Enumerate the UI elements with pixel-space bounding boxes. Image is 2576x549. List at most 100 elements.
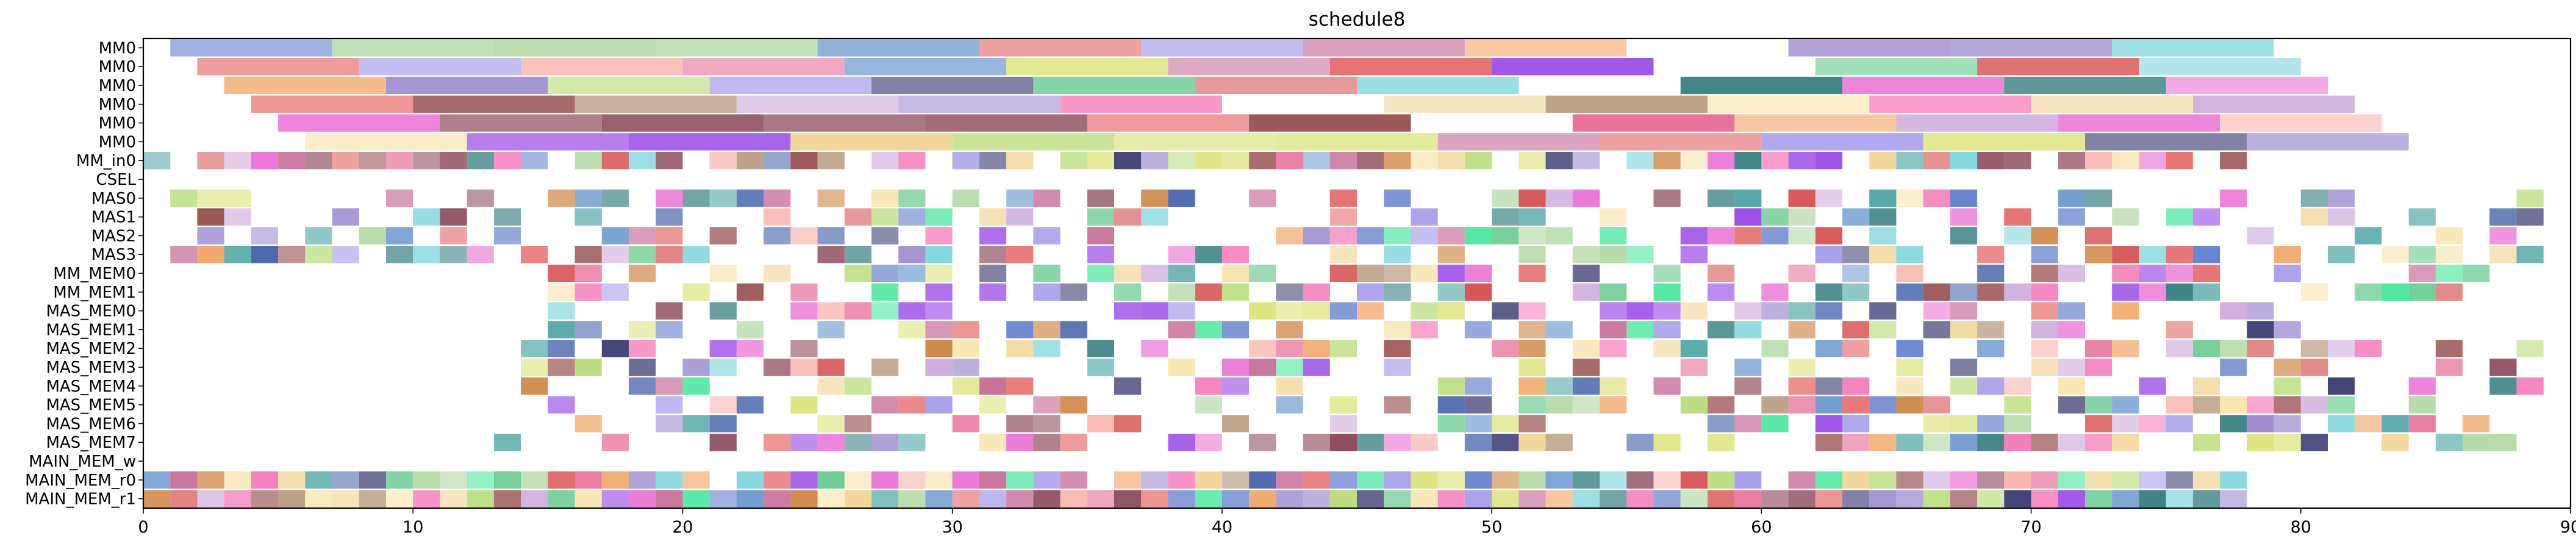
task-cell — [1249, 152, 1276, 170]
task-cell — [629, 377, 656, 395]
task-cell — [979, 471, 1007, 489]
task-cell — [709, 152, 737, 170]
task-cell — [1141, 152, 1168, 170]
task-cell — [1114, 490, 1142, 508]
y-tick-label: MAS1 — [91, 209, 136, 227]
x-tick-label: 10 — [402, 518, 423, 537]
task-bar — [1249, 114, 1411, 132]
task-cell — [2085, 246, 2113, 264]
task-cell — [1896, 189, 1923, 207]
y-tick-label: MAS_MEM0 — [46, 303, 136, 321]
task-cell — [871, 471, 899, 489]
task-cell — [2085, 490, 2113, 508]
task-cell — [1572, 490, 1600, 508]
task-cell — [898, 208, 926, 226]
x-tick-label: 50 — [1481, 518, 1502, 537]
task-cell — [2247, 321, 2274, 339]
task-cell — [2112, 415, 2139, 432]
task-cell — [629, 246, 656, 264]
task-cell — [1492, 227, 1519, 245]
task-cell — [574, 189, 602, 207]
task-cell — [2192, 246, 2220, 264]
task-cell — [1437, 283, 1465, 301]
task-cell — [521, 246, 548, 264]
task-cell — [197, 208, 224, 226]
task-bar — [170, 39, 332, 57]
task-cell — [1437, 246, 1465, 264]
task-cell — [1680, 302, 1708, 320]
task-cell — [1033, 415, 1061, 432]
task-cell — [1788, 321, 1816, 339]
task-cell — [2166, 490, 2193, 508]
task-cell — [1626, 302, 1654, 320]
task-cell — [871, 490, 899, 508]
task-cell — [1545, 396, 1573, 414]
task-cell — [2192, 340, 2220, 357]
task-cell — [1141, 471, 1168, 489]
task-cell — [2408, 415, 2436, 432]
task-cell — [1087, 358, 1114, 376]
task-cell — [2004, 471, 2031, 489]
task-cell — [548, 321, 575, 339]
task-cell — [1707, 396, 1735, 414]
task-cell — [656, 208, 683, 226]
task-cell — [2058, 434, 2085, 451]
task-cell — [1923, 434, 1950, 451]
task-bar — [2004, 76, 2166, 95]
task-bar — [1168, 58, 1330, 76]
task-cell — [1788, 189, 1816, 207]
task-cell — [574, 283, 602, 301]
task-cell — [1519, 490, 1546, 508]
task-bar — [790, 133, 953, 151]
task-cell — [844, 434, 871, 451]
task-cell — [2058, 490, 2085, 508]
x-tick-label: 70 — [2020, 518, 2041, 537]
task-cell — [1006, 321, 1034, 339]
task-cell — [1950, 208, 1978, 226]
task-cell — [1384, 396, 1411, 414]
task-cell — [1384, 246, 1411, 264]
task-bar — [925, 114, 1087, 132]
task-cell — [1519, 302, 1546, 320]
task-cell — [1896, 152, 1923, 170]
task-cell — [493, 208, 521, 226]
task-cell — [493, 434, 521, 451]
task-cell — [332, 471, 359, 489]
task-cell — [2220, 471, 2247, 489]
task-cell — [548, 358, 575, 376]
task-bar — [1815, 58, 1978, 76]
task-cell — [2328, 189, 2355, 207]
task-cell — [1815, 471, 1842, 489]
task-cell — [2139, 152, 2166, 170]
task-cell — [925, 302, 953, 320]
task-bar — [898, 95, 1061, 113]
task-cell — [1572, 152, 1600, 170]
task-bar — [871, 76, 1034, 95]
task-cell — [1168, 264, 1195, 282]
task-cell — [1168, 283, 1195, 301]
task-cell — [1761, 283, 1789, 301]
task-bar — [2031, 95, 2193, 113]
task-cell — [1168, 434, 1195, 451]
task-cell — [952, 471, 979, 489]
task-cell — [1033, 227, 1061, 245]
task-cell — [898, 264, 926, 282]
task-bar — [1680, 76, 1842, 95]
task-cell — [1977, 321, 2005, 339]
task-cell — [305, 471, 332, 489]
task-cell — [1006, 246, 1034, 264]
y-tick-label: MM_MEM0 — [53, 265, 136, 283]
task-cell — [1842, 490, 1870, 508]
task-cell — [2112, 246, 2139, 264]
y-tick-label: MAS_MEM6 — [46, 415, 136, 433]
task-cell — [817, 152, 845, 170]
task-cell — [2328, 246, 2355, 264]
task-cell — [1033, 189, 1061, 207]
task-cell — [1195, 283, 1222, 301]
task-cell — [1626, 490, 1654, 508]
task-cell — [305, 490, 332, 508]
task-cell — [1033, 264, 1061, 282]
task-cell — [1168, 471, 1195, 489]
task-bar — [1600, 133, 1762, 151]
task-cell — [2489, 246, 2517, 264]
